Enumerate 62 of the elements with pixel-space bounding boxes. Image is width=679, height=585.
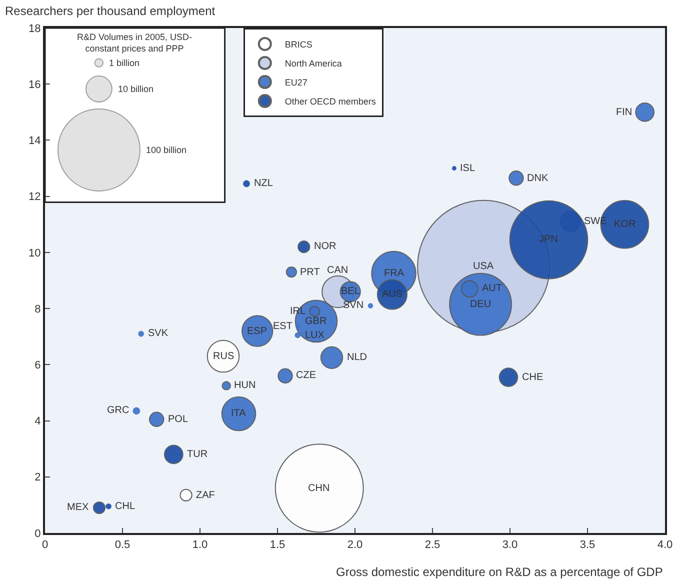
legend-label: 100 billion	[146, 145, 187, 155]
annotation: ZAF	[196, 490, 215, 501]
y-tick-label: 16	[28, 78, 41, 91]
annotation: TUR	[187, 449, 208, 460]
y-tick-label: 0	[34, 528, 41, 540]
annotation: NLD	[347, 352, 368, 363]
annotation: POL	[168, 414, 188, 425]
annotation: CHN	[308, 483, 330, 494]
y-tick-label: 4	[34, 416, 41, 428]
x-tick-label: 0.5	[114, 539, 130, 552]
y-tick-label: 12	[28, 191, 41, 204]
y-tick-label: 6	[34, 360, 41, 372]
annotation: MEX	[67, 502, 89, 513]
annotation: DNK	[527, 173, 548, 184]
x-axis-title: Gross domestic expenditure on R&D as a percentage of GDP	[336, 565, 663, 579]
annotation: ESP	[247, 326, 268, 337]
annotation: CHE	[522, 372, 544, 383]
annotation: NZL	[254, 178, 274, 189]
x-tick-label: 2.5	[424, 539, 440, 552]
x-tick-label: 2.0	[347, 539, 363, 552]
y-tick-label: 14	[28, 135, 41, 148]
annotation: KOR	[614, 219, 636, 230]
x-tick-label: 3.0	[502, 539, 518, 552]
annotation: SVK	[148, 328, 168, 339]
y-tick-label: 18	[28, 22, 41, 35]
annotation: AUT	[482, 283, 502, 294]
annotation: PRT	[300, 267, 320, 278]
x-tick-label: 1.5	[270, 539, 286, 552]
annotation: NOR	[314, 241, 336, 252]
annotation: AUS	[382, 289, 403, 300]
annotation: USA	[473, 261, 494, 272]
legend-label: EU27	[284, 78, 308, 88]
annotation: DEU	[470, 299, 492, 310]
annotation: CZE	[296, 370, 316, 381]
annotation: SVN	[343, 300, 364, 311]
annotation: GBR	[305, 316, 327, 327]
annotation: JPN	[539, 234, 558, 245]
legend-label: 10 billion	[118, 84, 154, 94]
x-tick-label: 3.5	[580, 539, 596, 552]
legend-label: North America	[284, 58, 342, 69]
y-tick-label: 2	[34, 472, 41, 484]
annotation: EST	[273, 321, 292, 332]
y-tick-label: 8	[34, 303, 41, 316]
x-tick-label: 1.0	[192, 539, 208, 552]
annotation: HUN	[234, 380, 256, 391]
annotation: CHL	[115, 501, 136, 512]
annotation: FIN	[616, 107, 632, 118]
y-tick-label: 10	[28, 247, 41, 260]
annotation: GRC	[107, 405, 130, 416]
annotation: BEL	[341, 286, 360, 297]
legend-label: Other OECD members	[284, 96, 376, 107]
annotation: ITA	[231, 408, 246, 419]
x-tick-label: 4.0	[657, 539, 673, 552]
y-axis-title: Researchers per thousand employment	[5, 4, 216, 18]
legend-label: 1 billion	[109, 58, 140, 68]
annotation: RUS	[213, 351, 234, 362]
annotation: LUX	[305, 330, 325, 341]
annotation: CAN	[327, 265, 348, 276]
legend-title: R&D Volumes in 2005, USD-constant prices and PPP	[77, 32, 192, 54]
annotation: FRA	[384, 268, 404, 279]
legend-label: BRICS	[284, 40, 312, 50]
annotation: ISL	[460, 163, 476, 174]
